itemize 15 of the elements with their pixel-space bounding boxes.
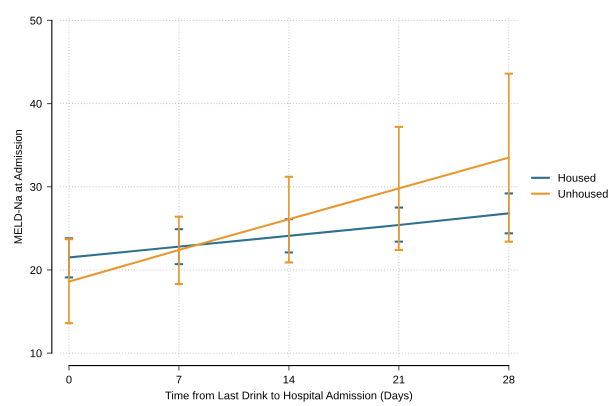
legend-label: Housed [558, 174, 596, 182]
y-tick-label: 30 [30, 183, 42, 191]
x-axis-title: Time from Last Drink to Hospital Admission (Days) [165, 391, 412, 402]
x-tick-label: 14 [284, 376, 295, 384]
legend-label: Unhoused [558, 190, 608, 198]
y-tick-label: 40 [30, 100, 42, 108]
x-tick-label: 21 [393, 376, 404, 384]
x-tick-label: 7 [176, 376, 182, 384]
line-series [68, 212, 510, 259]
y-tick-label: 10 [30, 349, 42, 358]
y-axis-title: MELD-Na at Admission [14, 130, 22, 244]
y-tick-label: 20 [30, 266, 42, 274]
x-tick-label: 28 [503, 376, 514, 384]
y-tick-label: 50 [30, 16, 42, 25]
x-tick-label: 0 [66, 376, 72, 384]
